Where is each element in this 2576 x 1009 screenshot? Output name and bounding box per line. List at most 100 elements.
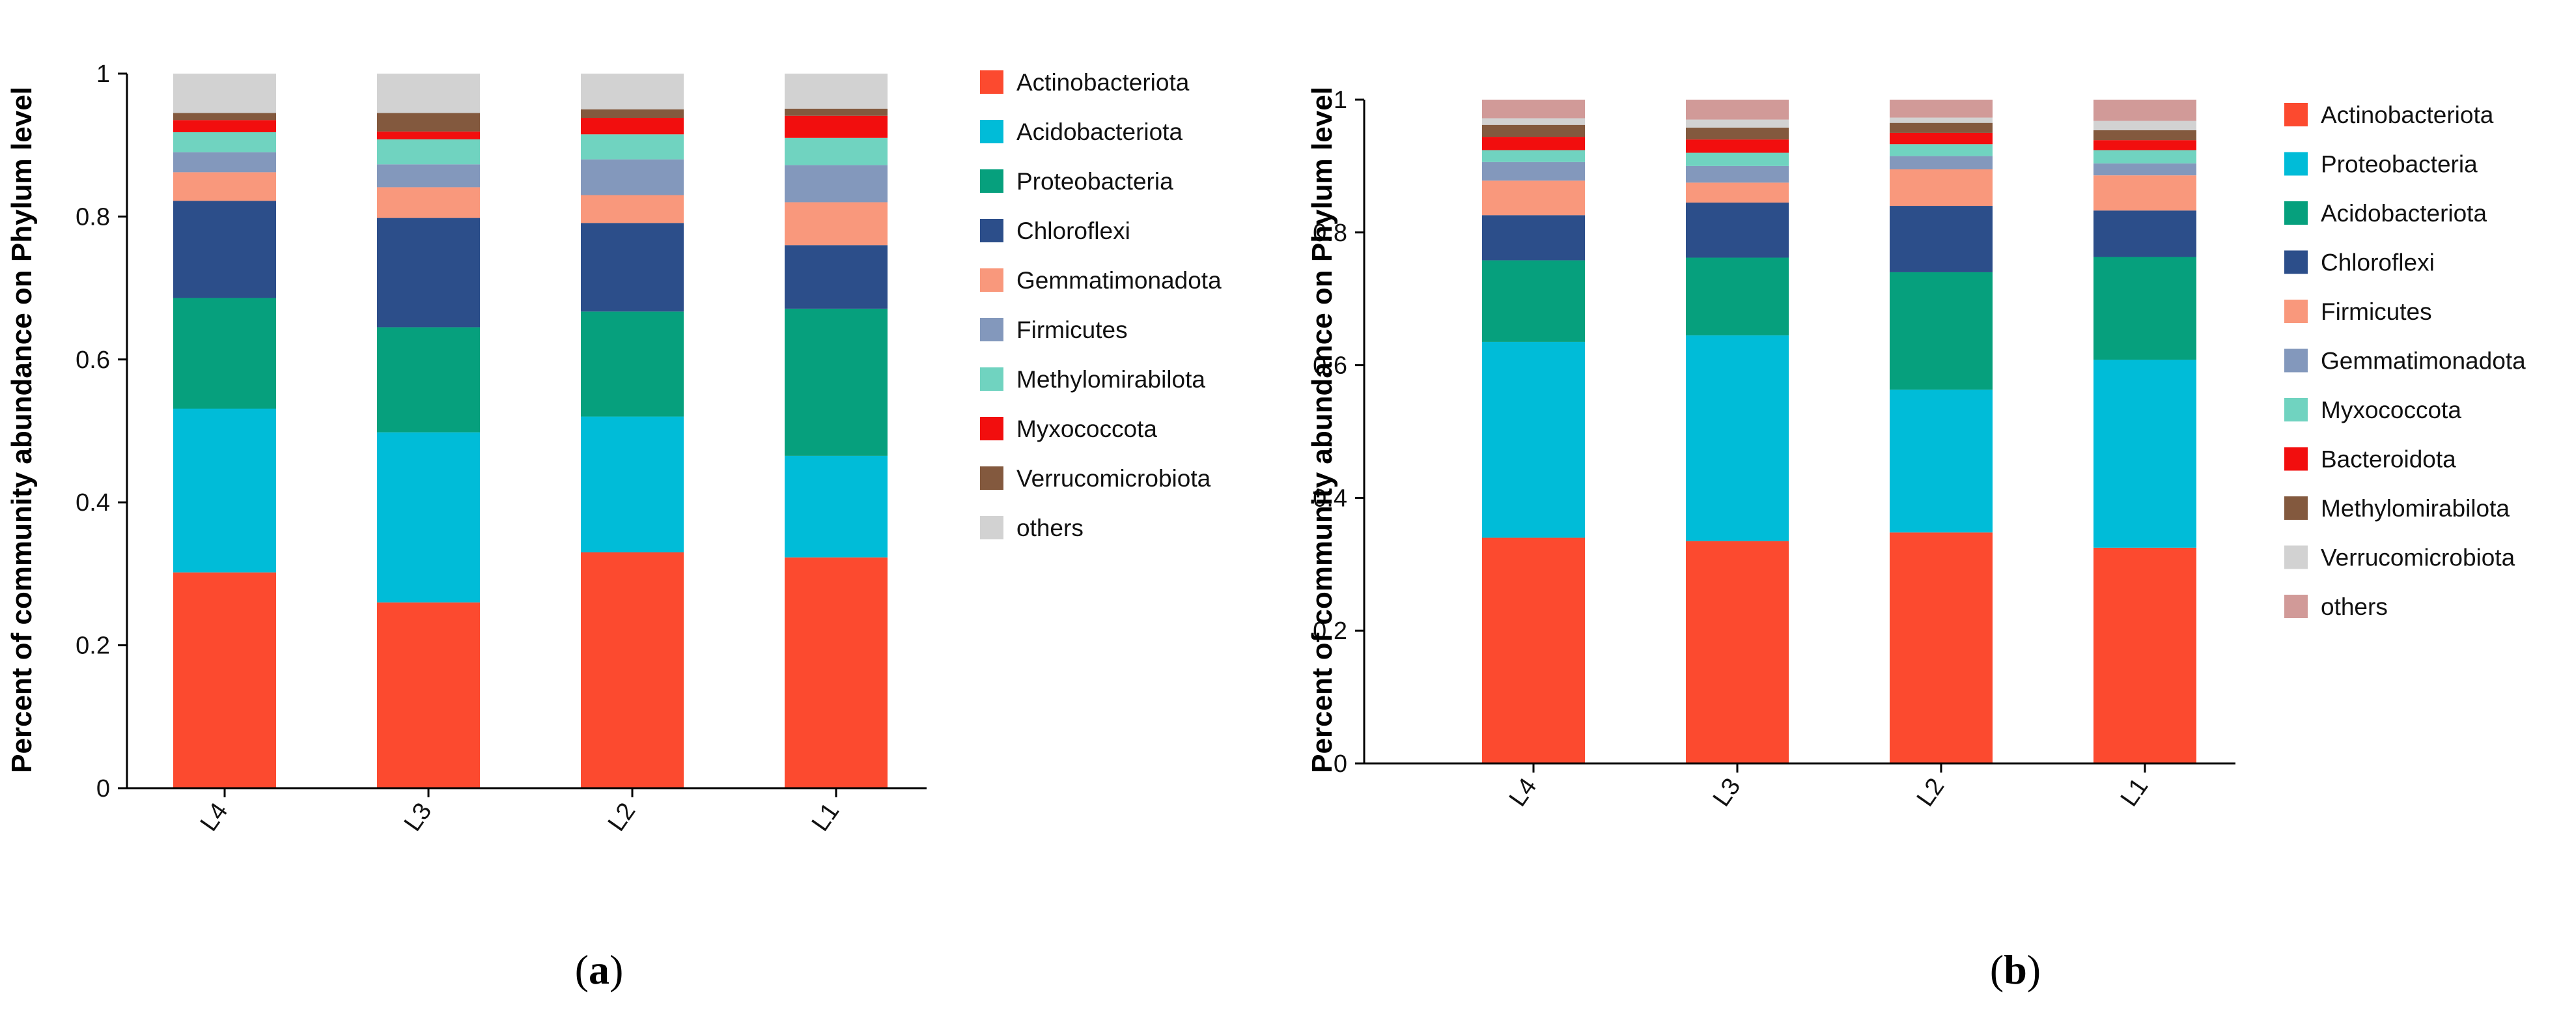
legend-label-bacteroidota: Bacteroidota <box>2321 446 2456 473</box>
legend-swatch-proteobacteria <box>2284 152 2308 176</box>
chart-panel-a: 0 0.2 0.4 0.6 0.8 1 L4 L3 L2 L1 Percent of communi… <box>6 61 1222 836</box>
legend-swatch-acidobacteriota <box>980 120 1003 143</box>
bar-segment-l2-firmicutes <box>1890 169 1993 206</box>
bar-segment-l3-proteobacteria <box>1686 335 1789 541</box>
legend-swatch-actinobacteriota <box>2284 103 2308 126</box>
bar-segment-l1-gemmatimonadota <box>785 202 888 246</box>
bar-segment-l1-verrucomicrobiota <box>2093 121 2196 130</box>
legend-swatch-chloroflexi <box>2284 250 2308 274</box>
bar-segment-l4-proteobacteria <box>173 298 276 409</box>
x-tick-label-l1: L1 <box>807 798 845 836</box>
bar-segment-l4-firmicutes <box>1482 180 1585 216</box>
bar-segment-l1-firmicutes <box>2093 175 2196 211</box>
bar-segment-l1-others <box>2093 100 2196 121</box>
bar-segment-l3-firmicutes <box>377 164 480 188</box>
legend-swatch-chloroflexi <box>980 219 1003 242</box>
legend-label-verrucomicrobiota: Verrucomicrobiota <box>2321 545 2515 571</box>
legend-label-actinobacteriota: Actinobacteriota <box>1016 69 1190 96</box>
y-tick-label: 0.4 <box>76 489 110 517</box>
bar-segment-l4-actinobacteriota <box>173 572 276 788</box>
bar-segment-l4-gemmatimonadota <box>1482 162 1585 181</box>
bar-segment-l2-methylomirabilota <box>581 134 684 160</box>
bar-segment-l3-actinobacteriota <box>1686 541 1789 763</box>
bar-segment-l1-firmicutes <box>785 165 888 203</box>
legend-swatch-actinobacteriota <box>980 70 1003 94</box>
chart-panel-b: 0 0.2 0.4 0.6 0.8 1 L4 L3 L2 L1 Percent of communi… <box>1306 87 2526 812</box>
y-axis-title: Percent of community abundance on Phylum… <box>6 87 38 773</box>
bar-segment-l3-methylomirabilota <box>1686 127 1789 140</box>
legend-swatch-verrucomicrobiota <box>980 466 1003 490</box>
bar-segment-l3-myxococcota <box>377 131 480 139</box>
bar-segment-l4-others <box>1482 100 1585 119</box>
legend-label-firmicutes: Firmicutes <box>1016 317 1128 343</box>
bar-segment-l2-verrucomicrobiota <box>581 109 684 119</box>
bar-segment-l1-proteobacteria <box>785 308 888 456</box>
bar-segment-l4-verrucomicrobiota <box>1482 118 1585 125</box>
legend-label-gemmatimonadota: Gemmatimonadota <box>1016 267 1222 294</box>
legend-label-chloroflexi: Chloroflexi <box>2321 249 2435 276</box>
bar-segment-l4-bacteroidota <box>1482 137 1585 150</box>
bar-segment-l1-myxococcota <box>2093 150 2196 163</box>
legend-label-proteobacteria: Proteobacteria <box>2321 151 2478 178</box>
legend-swatch-bacteroidota <box>2284 447 2308 471</box>
bar-segment-l2-bacteroidota <box>1890 132 1993 145</box>
bar-segment-l3-others <box>1686 100 1789 120</box>
bar-segment-l2-proteobacteria <box>1890 390 1993 533</box>
y-tick-label: 0.6 <box>1313 352 1347 380</box>
legend-label-methylomirabilota: Methylomirabilota <box>2321 495 2510 522</box>
bar-segment-l1-others <box>785 74 888 109</box>
bar-segment-l4-gemmatimonadota <box>173 172 276 201</box>
bar-segment-l1-verrucomicrobiota <box>785 108 888 116</box>
bar-segment-l2-proteobacteria <box>581 311 684 417</box>
bar-segment-l2-chloroflexi <box>581 223 684 312</box>
bar-segment-l2-others <box>581 74 684 109</box>
y-tick-label: 0.6 <box>76 347 110 374</box>
bar-segment-l3-chloroflexi <box>377 218 480 328</box>
bar-segment-l3-acidobacteriota <box>1686 257 1789 335</box>
bar-segment-l4-myxococcota <box>173 120 276 132</box>
bar-segment-l1-methylomirabilota <box>785 137 888 165</box>
bar-segment-l2-acidobacteriota <box>1890 272 1993 390</box>
bar-segment-l1-chloroflexi <box>2093 210 2196 257</box>
bar-segment-l3-chloroflexi <box>1686 202 1789 258</box>
legend-swatch-methylomirabilota <box>2284 496 2308 520</box>
bar-segment-l2-others <box>1890 100 1993 118</box>
legend-label-others: others <box>2321 593 2388 620</box>
bar-segment-l1-myxococcota <box>785 115 888 138</box>
bar-segment-l3-methylomirabilota <box>377 139 480 165</box>
legend-label-acidobacteriota: Acidobacteriota <box>1016 119 1183 145</box>
bar-segment-l3-gemmatimonadota <box>1686 165 1789 183</box>
bar-segment-l1-actinobacteriota <box>2093 547 2196 763</box>
y-tick-label: 0.8 <box>76 203 110 231</box>
legend-swatch-verrucomicrobiota <box>2284 545 2308 569</box>
x-tick-label-l4: L4 <box>1504 773 1543 812</box>
x-tick-label-l3: L3 <box>399 798 438 836</box>
y-tick-label: 0.2 <box>76 632 110 660</box>
bar-segment-l4-others <box>173 74 276 113</box>
x-tick-label-l2: L2 <box>1912 773 1950 812</box>
x-tick-label-l2: L2 <box>603 798 641 836</box>
bar-segment-l4-methylomirabilota <box>173 132 276 152</box>
bar-segment-l3-myxococcota <box>1686 152 1789 166</box>
y-tick-label: 0.4 <box>1313 485 1347 512</box>
bar-segment-l4-myxococcota <box>1482 150 1585 162</box>
legend-label-chloroflexi: Chloroflexi <box>1016 218 1130 244</box>
bar-segment-l4-methylomirabilota <box>1482 124 1585 137</box>
panel-label-a: (a) <box>575 946 624 993</box>
bar-segment-l3-others <box>377 74 480 113</box>
legend-label-others: others <box>1016 515 1084 541</box>
bar-segment-l1-proteobacteria <box>2093 360 2196 548</box>
y-tick-label: 0.8 <box>1313 220 1347 247</box>
bar-segment-l4-chloroflexi <box>1482 215 1585 261</box>
bar-segment-l1-chloroflexi <box>785 245 888 309</box>
bar-segment-l4-proteobacteria <box>1482 341 1585 538</box>
y-tick-label: 1 <box>96 61 110 88</box>
legend-label-verrucomicrobiota: Verrucomicrobiota <box>1016 465 1211 492</box>
legend-label-firmicutes: Firmicutes <box>2321 298 2432 325</box>
bar-segment-l2-myxococcota <box>581 118 684 135</box>
x-tick-label-l3: L3 <box>1708 773 1746 812</box>
bar-segment-l1-gemmatimonadota <box>2093 163 2196 176</box>
legend-label-myxococcota: Myxococcota <box>1016 416 1157 442</box>
panel-label-b: (b) <box>1990 946 2041 993</box>
